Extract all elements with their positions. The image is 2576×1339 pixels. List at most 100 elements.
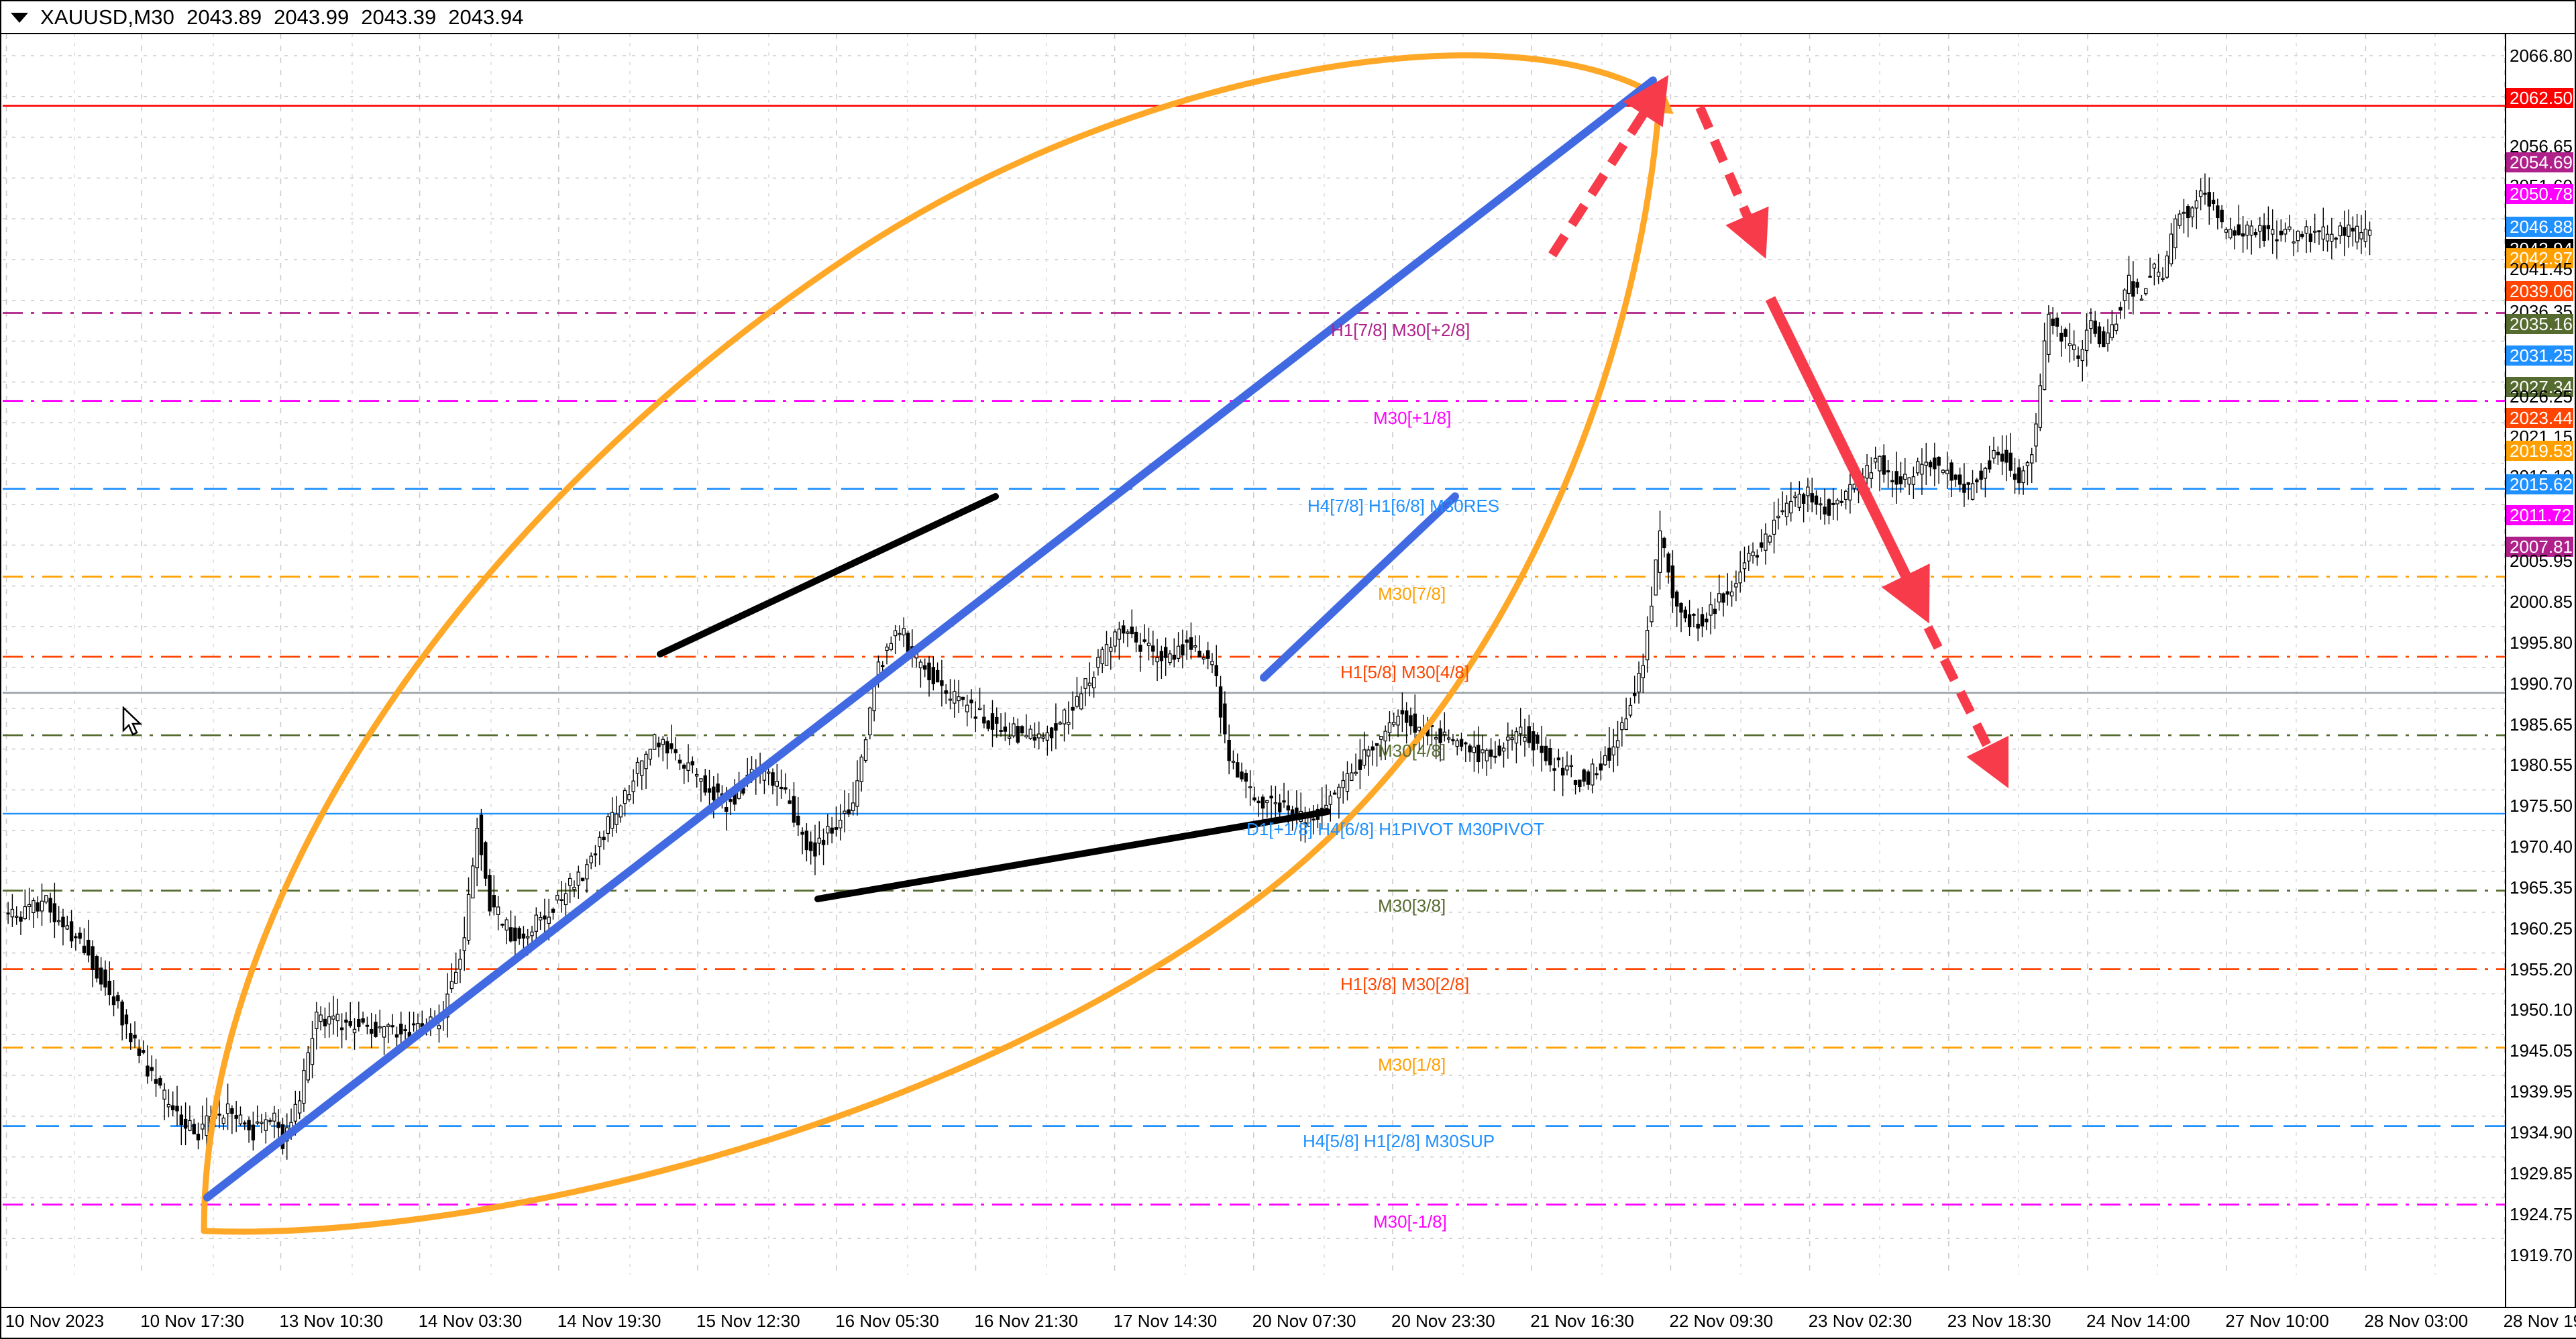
candlestick	[977, 688, 982, 710]
candlestick	[1975, 478, 1979, 494]
candlestick	[1793, 491, 1797, 507]
candlestick	[120, 1000, 124, 1040]
candlestick	[1354, 753, 1358, 776]
candlestick	[999, 713, 1003, 737]
candlestick	[272, 1106, 276, 1138]
candlestick	[1772, 501, 1776, 554]
candlestick	[378, 1010, 382, 1033]
candlestick	[1819, 497, 1823, 520]
candlestick	[1236, 753, 1240, 778]
candlestick	[1501, 742, 1506, 768]
candlestick	[458, 949, 462, 983]
candlestick	[1122, 620, 1126, 643]
candlestick	[834, 806, 839, 837]
candlestick	[475, 817, 479, 887]
candlestick	[1658, 511, 1662, 590]
uptrend-blue-line	[203, 76, 1657, 1201]
candlestick	[1641, 653, 1646, 694]
candlestick	[868, 706, 872, 740]
candlestick	[969, 689, 973, 718]
candlestick	[1882, 444, 1886, 483]
candlestick	[2076, 346, 2080, 368]
candlestick	[1780, 491, 1784, 515]
candlestick	[694, 768, 699, 788]
chart-plot-area[interactable]: H1[7/8] M30[+2/8] M30[+1/8] H4[7/8] H1[6/8…	[3, 34, 2506, 1275]
candlestick	[1049, 727, 1054, 751]
candlestick	[1159, 645, 1164, 680]
candlestick	[508, 910, 513, 943]
chart-header: XAUUSD,M30 2043.89 2043.99 2043.39 2043.…	[1, 1, 2576, 34]
candlestick	[2288, 215, 2292, 232]
price-tick-label: 1970.40	[2510, 837, 2573, 857]
candlestick	[1920, 448, 1924, 495]
candlestick	[2198, 178, 2203, 211]
candlestick	[48, 892, 52, 923]
candlestick	[881, 661, 885, 671]
candlestick	[598, 831, 602, 865]
candlestick	[1366, 745, 1371, 776]
candlestick	[1552, 757, 1556, 792]
price-scale-axis[interactable]: 2066.802062.502056.652054.692051.602050.…	[2505, 34, 2575, 1309]
candlestick	[36, 896, 40, 918]
candlestick	[948, 679, 953, 710]
candlestick	[1071, 691, 1075, 730]
candlestick	[1827, 498, 1831, 525]
candlestick	[1240, 762, 1244, 782]
candlestick	[2317, 230, 2321, 245]
candlestick	[855, 760, 859, 816]
candlestick	[201, 1106, 205, 1140]
price-tick-label: 1945.05	[2510, 1040, 2573, 1061]
uptrend-blue-line-2	[1260, 492, 1459, 682]
candlestick	[918, 659, 923, 688]
candlestick	[576, 865, 580, 899]
candlestick	[2178, 210, 2182, 229]
candlestick	[843, 790, 847, 833]
candlestick	[931, 656, 936, 691]
time-tick-label: 24 Nov 14:00	[2086, 1311, 2190, 1331]
candlestick	[82, 928, 87, 955]
time-tick-label: 14 Nov 19:30	[557, 1311, 661, 1331]
candlestick	[1789, 482, 1793, 522]
candlestick	[471, 857, 475, 899]
candlestick	[1874, 446, 1878, 469]
time-tick-label: 15 Nov 12:30	[696, 1311, 800, 1331]
candlestick	[2296, 229, 2300, 253]
candlestick	[893, 625, 898, 655]
candlestick	[2042, 322, 2047, 391]
candlestick	[1662, 536, 1666, 558]
candlestick	[1514, 727, 1519, 763]
candlestick	[1692, 613, 1696, 628]
time-tick-label: 22 Nov 09:30	[1669, 1311, 1774, 1331]
candlestick	[1383, 725, 1387, 760]
candlestick	[800, 827, 804, 855]
murrey-level-label: M30[7/8]	[1378, 583, 1446, 604]
candlestick	[23, 889, 27, 920]
candlestick	[1269, 785, 1273, 818]
candlestick	[357, 1002, 361, 1032]
candlestick	[982, 704, 986, 729]
candlestick	[196, 1122, 201, 1150]
candlestick	[1067, 701, 1071, 735]
candlestick	[2063, 327, 2068, 349]
time-scale-axis[interactable]: 10 Nov 2023 10 Nov 17:30 13 Nov 10:30 14 No…	[1, 1307, 2576, 1338]
candlestick	[1328, 790, 1332, 822]
candlestick	[1350, 763, 1354, 782]
candlestick	[1992, 437, 1996, 464]
price-badge: 2039.06	[2506, 280, 2573, 301]
candlestick	[1852, 483, 1856, 493]
price-tick-label: 2026.25	[2510, 386, 2573, 407]
candlestick	[1273, 786, 1278, 817]
candlestick	[175, 1085, 179, 1126]
price-tick-label: 1960.25	[2510, 918, 2573, 939]
candlestick	[1839, 489, 1844, 506]
price-badge: 2046.88	[2506, 216, 2573, 237]
candlestick	[243, 1120, 247, 1130]
candlestick	[445, 973, 449, 1038]
candlestick	[1957, 468, 1962, 492]
candlestick	[635, 757, 640, 787]
candlestick	[1776, 498, 1780, 530]
time-tick-label: 21 Nov 16:30	[1530, 1311, 1634, 1331]
candlestick	[1278, 794, 1282, 819]
symbol-timeframe-label: XAUUSD,M30	[40, 5, 175, 29]
dropdown-caret-icon[interactable]	[11, 12, 28, 23]
